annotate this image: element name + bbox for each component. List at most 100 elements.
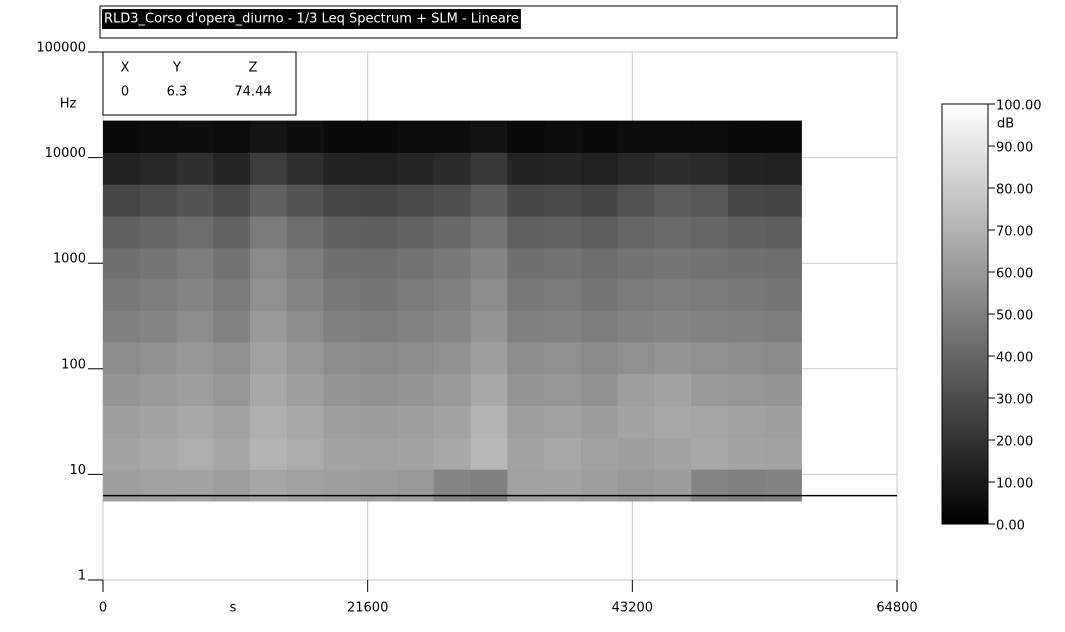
heat-cell: [470, 310, 508, 343]
heat-cell: [323, 215, 361, 249]
heat-cell: [176, 469, 214, 502]
heat-cell: [213, 373, 251, 406]
colorbar-tick-label: 20.00: [996, 435, 1033, 450]
heat-cell: [360, 152, 398, 185]
heat-cell: [764, 278, 802, 312]
heat-cell: [727, 184, 766, 217]
heat-cell: [654, 184, 692, 217]
heat-cell: [397, 278, 435, 312]
heat-cell: [764, 152, 802, 185]
heat-cell: [250, 184, 288, 217]
heat-cell: [397, 341, 435, 375]
heat-cell: [507, 278, 545, 312]
x-tick-label: 43200: [612, 601, 653, 616]
heat-cell: [323, 405, 361, 438]
heat-cell: [507, 310, 545, 343]
heat-cell: [360, 247, 398, 280]
heat-cell: [323, 278, 361, 312]
heat-cell: [507, 120, 545, 153]
heat-cell: [764, 341, 802, 375]
heat-cell: [360, 373, 398, 406]
heat-cell: [286, 120, 325, 153]
heat-cell: [654, 152, 692, 185]
x-tick-label: 21600: [347, 601, 388, 616]
heat-cell: [507, 184, 545, 217]
heat-cell: [617, 184, 655, 217]
heat-cell: [139, 120, 178, 153]
title-highlight: [102, 9, 521, 29]
heat-cell: [470, 120, 508, 153]
heat-cell: [213, 278, 251, 312]
heat-cell: [286, 215, 325, 249]
heat-cell: [433, 341, 472, 375]
heat-cell: [360, 120, 398, 153]
heat-cell: [250, 152, 288, 185]
heat-cell: [213, 120, 251, 153]
heat-cell: [433, 215, 472, 249]
heat-cell: [323, 120, 361, 153]
heat-cell: [691, 215, 729, 249]
heat-cell: [213, 310, 251, 343]
colorbar-tick-label: 40.00: [996, 351, 1033, 366]
heat-cell: [286, 469, 325, 502]
heat-cell: [286, 278, 325, 312]
heat-cell: [176, 278, 214, 312]
heat-cell: [360, 310, 398, 343]
heat-cell: [654, 405, 692, 438]
heat-cell: [213, 405, 251, 438]
heat-cell: [360, 278, 398, 312]
heat-cell: [580, 310, 619, 343]
heat-cell: [764, 469, 802, 502]
heat-cell: [139, 373, 178, 406]
heat-cell: [691, 405, 729, 438]
heat-cell: [580, 120, 619, 153]
heat-cell: [360, 469, 398, 502]
heat-cell: [286, 310, 325, 343]
heat-cell: [139, 247, 178, 280]
heat-cell: [139, 278, 178, 312]
heat-cell: [691, 310, 729, 343]
heat-cell: [397, 120, 435, 153]
heat-cell: [360, 437, 398, 470]
colorbar-tick-label: 50.00: [996, 309, 1033, 324]
heat-cell: [139, 152, 178, 185]
colorbar-tick-label: 100.00: [996, 99, 1042, 114]
heat-cell: [727, 469, 766, 502]
heat-cell: [103, 373, 141, 406]
heat-cell: [764, 405, 802, 438]
heat-cell: [764, 247, 802, 280]
heat-cell: [176, 341, 214, 375]
y-tick-label: 1: [78, 569, 86, 584]
heat-cell: [507, 341, 545, 375]
heat-cell: [727, 215, 766, 249]
heat-cell: [433, 247, 472, 280]
heat-cell: [176, 405, 214, 438]
heat-cell: [507, 152, 545, 185]
heat-cell: [433, 278, 472, 312]
heat-cell: [654, 278, 692, 312]
colorbar-tick-label: 30.00: [996, 393, 1033, 408]
heat-cell: [691, 184, 729, 217]
heat-cell: [470, 469, 508, 502]
heat-cell: [397, 152, 435, 185]
heat-cell: [654, 469, 692, 502]
heat-cell: [176, 437, 214, 470]
heat-cell: [691, 120, 729, 153]
heat-cell: [250, 405, 288, 438]
heat-cell: [580, 278, 619, 312]
heat-cell: [654, 310, 692, 343]
heat-cell: [617, 405, 655, 438]
heat-cell: [176, 152, 214, 185]
heat-cell: [323, 341, 361, 375]
heat-cell: [139, 437, 178, 470]
heat-cell: [139, 341, 178, 375]
heat-cell: [470, 152, 508, 185]
heat-cell: [507, 215, 545, 249]
x-axis-label: s: [230, 601, 237, 616]
heat-cell: [727, 278, 766, 312]
heat-cell: [286, 373, 325, 406]
heat-cell: [286, 437, 325, 470]
chart-title: RLD3_Corso d'opera_diurno - 1/3 Leq Spec…: [104, 12, 519, 27]
heat-cell: [433, 405, 472, 438]
heat-cell: [286, 184, 325, 217]
